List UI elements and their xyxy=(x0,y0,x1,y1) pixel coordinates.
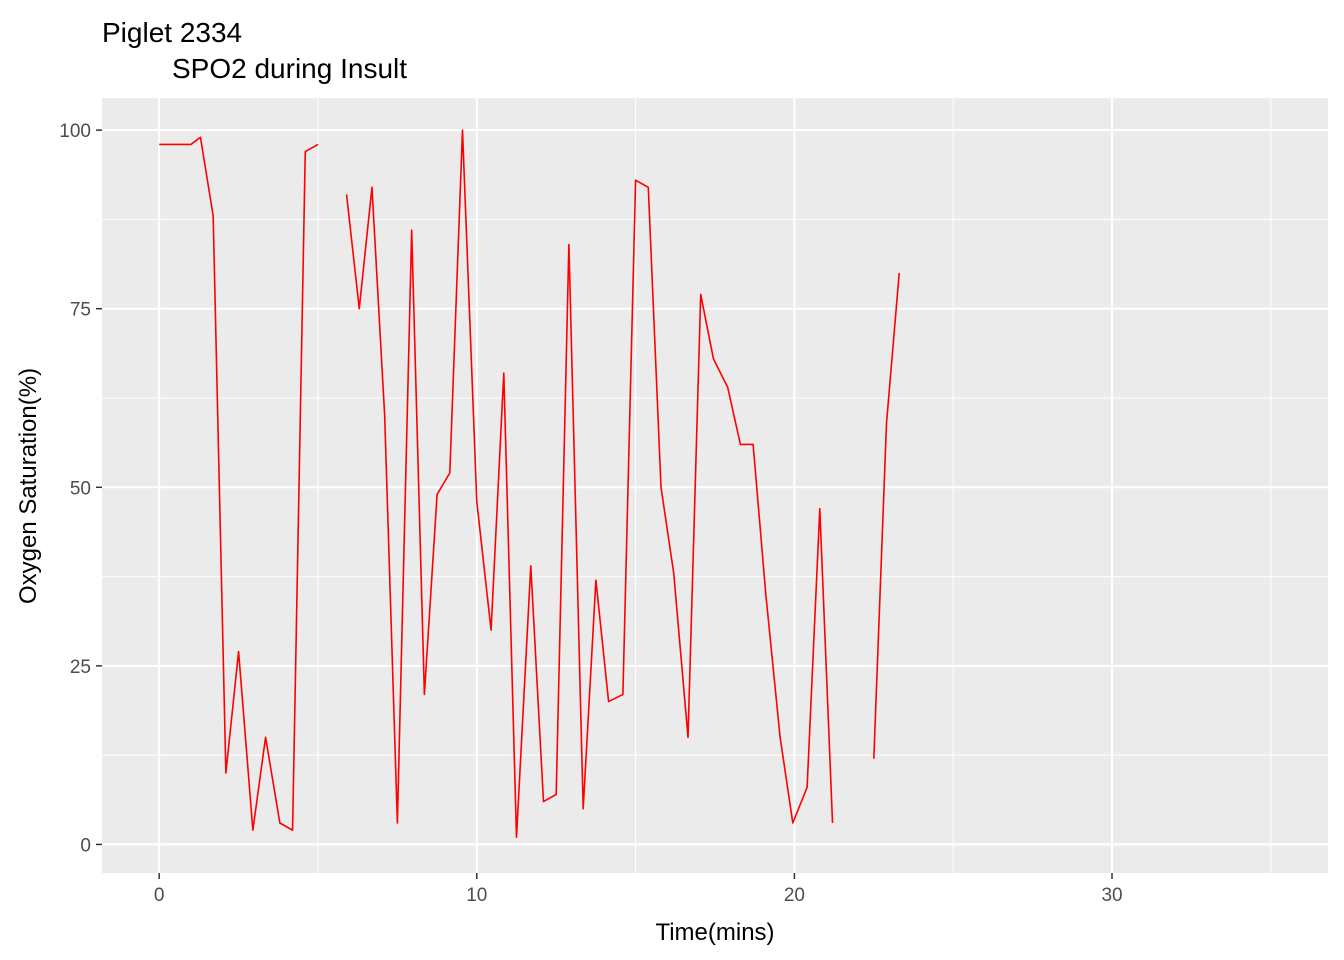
y-tick-label: 75 xyxy=(70,300,91,321)
x-tick-label: 30 xyxy=(1101,885,1122,906)
chart-subtitle: SPO2 during Insult xyxy=(172,53,407,84)
minor-gridlines xyxy=(102,98,1328,873)
major-gridlines xyxy=(102,98,1328,873)
y-axis-title: Oxygen Saturation(%) xyxy=(15,368,42,604)
y-tick-label: 0 xyxy=(80,835,91,856)
y-tick-label: 25 xyxy=(70,657,91,678)
x-axis-title: Time(mins) xyxy=(655,919,774,946)
spo2-series-line xyxy=(873,272,901,759)
y-tick-label: 100 xyxy=(59,121,91,142)
y-tick-label: 50 xyxy=(70,478,91,499)
series-layer xyxy=(159,129,901,839)
tick-marks xyxy=(96,129,1113,879)
x-tick-labels: 0 10 20 30 xyxy=(154,885,1123,906)
spo2-series-line xyxy=(159,136,319,831)
plot-panel xyxy=(102,98,1328,873)
chart-title: Piglet 2334 xyxy=(102,17,242,48)
x-tick-label: 0 xyxy=(154,885,165,906)
x-tick-label: 20 xyxy=(784,885,805,906)
y-tick-labels: 0 25 50 75 100 xyxy=(59,121,91,856)
x-tick-label: 10 xyxy=(466,885,487,906)
spo2-series-line xyxy=(345,129,834,839)
